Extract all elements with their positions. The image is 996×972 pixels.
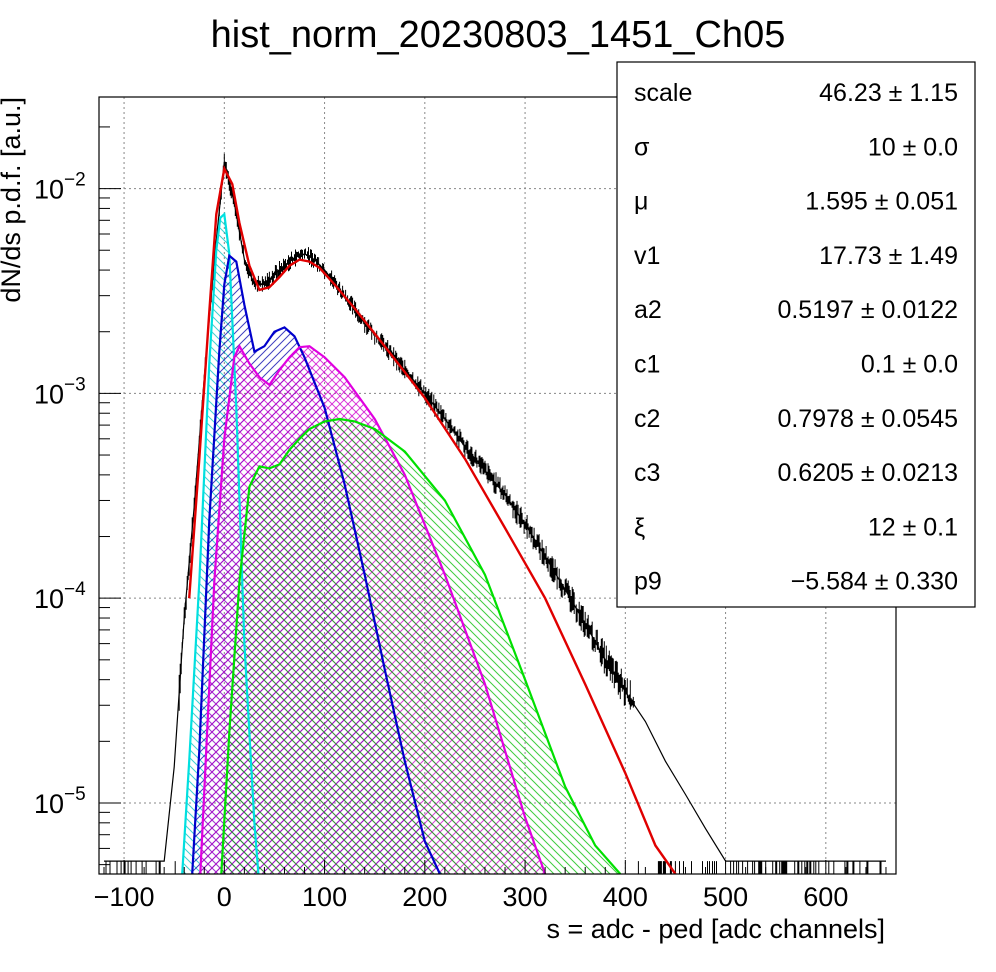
stat-param-value: 0.5197 ± 0.0122 bbox=[777, 296, 958, 324]
x-tick-label: 100 bbox=[302, 882, 347, 912]
stat-param-name: ξ bbox=[634, 513, 645, 541]
stat-param-name: σ bbox=[634, 133, 650, 161]
stat-param-value: 17.73 ± 1.49 bbox=[819, 242, 958, 270]
x-tick-label: −100 bbox=[94, 882, 155, 912]
x-tick-label: 600 bbox=[803, 882, 848, 912]
fit-statistics-box: scale 46.23 ± 1.15 σ 10 ± 0.0 μ 1.595 ± 0.051… bbox=[616, 61, 976, 608]
y-axis-ticks: 10−510−410−310−2 bbox=[34, 126, 121, 866]
y-tick-label: 10−2 bbox=[34, 170, 86, 205]
component-curve bbox=[191, 253, 441, 874]
stat-param-value: 46.23 ± 1.15 bbox=[819, 79, 958, 107]
chart-title: hist_norm_20230803_1451_Ch05 bbox=[211, 14, 786, 56]
stat-param-value: 0.7978 ± 0.0545 bbox=[777, 405, 958, 433]
x-axis-ticks: −100 0 100 200 300 400 500 600 bbox=[94, 860, 887, 912]
fit-total-curve bbox=[188, 164, 677, 874]
x-tick-label: 400 bbox=[603, 882, 648, 912]
component-curve bbox=[220, 417, 622, 874]
stat-param-name: c1 bbox=[634, 351, 660, 379]
x-axis-label: s = adc - ped [adc channels] bbox=[547, 914, 885, 944]
stat-param-value: 0.6205 ± 0.0213 bbox=[777, 459, 958, 487]
stat-param-name: a2 bbox=[634, 296, 662, 324]
stat-param-value: 0.1 ± 0.0 bbox=[861, 351, 958, 379]
stat-param-name: c2 bbox=[634, 405, 660, 433]
component-hatch-fill bbox=[221, 419, 621, 874]
x-tick-label: 500 bbox=[703, 882, 748, 912]
stat-param-value: 12 ± 0.1 bbox=[868, 513, 958, 541]
x-tick-label: 200 bbox=[402, 882, 447, 912]
stat-param-name: c3 bbox=[634, 459, 660, 487]
y-axis-label: dN/ds p.d.f. [a.u.] bbox=[0, 97, 26, 303]
stat-param-name: p9 bbox=[634, 568, 662, 596]
stat-param-name: scale bbox=[634, 79, 692, 107]
stat-param-value: 1.595 ± 0.051 bbox=[805, 188, 958, 216]
stat-param-value: −5.584 ± 0.330 bbox=[791, 568, 958, 596]
stat-param-value: 10 ± 0.0 bbox=[868, 133, 958, 161]
x-tick-label: 300 bbox=[503, 882, 548, 912]
stat-param-name: μ bbox=[634, 188, 648, 216]
stats-box-frame bbox=[616, 61, 976, 608]
component-curve bbox=[199, 343, 547, 874]
component-curve bbox=[181, 211, 260, 874]
fit-curves bbox=[181, 164, 677, 874]
x-tick-label: 0 bbox=[217, 882, 232, 912]
stat-param-name: v1 bbox=[634, 242, 660, 270]
